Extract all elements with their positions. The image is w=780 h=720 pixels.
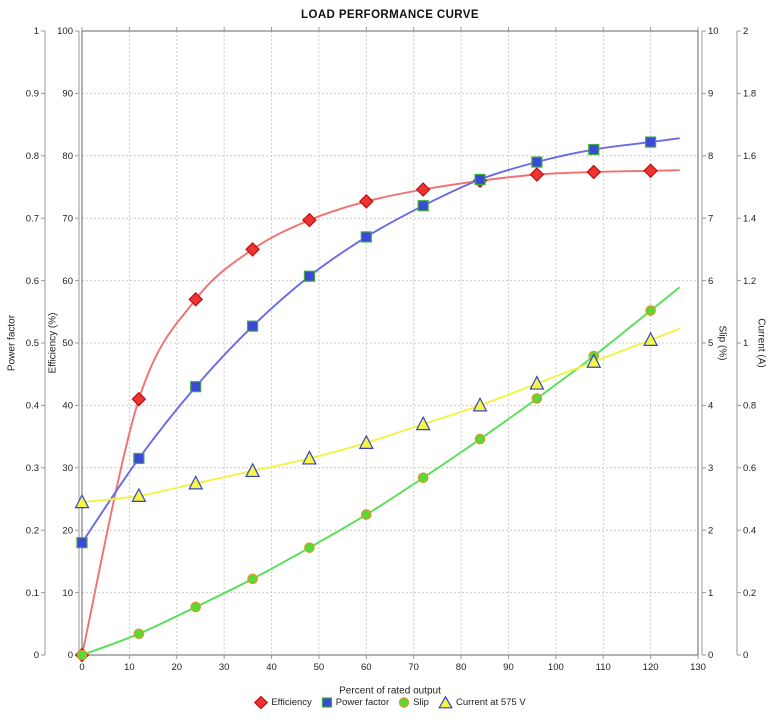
svg-text:20: 20 <box>171 662 182 673</box>
svg-text:1.8: 1.8 <box>743 89 756 100</box>
svg-text:2: 2 <box>743 26 748 37</box>
current-axis-title: Current (A) <box>755 318 767 368</box>
svg-text:0: 0 <box>708 650 713 661</box>
svg-text:8: 8 <box>708 151 713 162</box>
legend-label-slip: Slip <box>413 696 429 708</box>
svg-text:10: 10 <box>708 26 719 37</box>
svg-text:100: 100 <box>57 26 73 37</box>
svg-text:0.2: 0.2 <box>743 588 756 599</box>
svg-text:60: 60 <box>62 276 73 287</box>
svg-text:80: 80 <box>62 151 73 162</box>
svg-text:110: 110 <box>596 662 611 673</box>
legend-label-current: Current at 575 V <box>455 696 526 708</box>
svg-text:1: 1 <box>743 338 748 349</box>
x-axis-title: Percent of rated output <box>339 685 441 697</box>
svg-text:0: 0 <box>68 650 73 661</box>
plot-border <box>81 30 699 656</box>
legend-item-efficiency: Efficiency <box>254 695 312 709</box>
svg-text:0: 0 <box>34 650 39 661</box>
series-current-at-575-v <box>74 328 680 509</box>
svg-text:50: 50 <box>314 662 325 673</box>
svg-text:6: 6 <box>708 276 713 287</box>
svg-text:90: 90 <box>62 89 73 100</box>
gridlines <box>82 31 698 655</box>
triangle-marker-icon <box>438 695 453 708</box>
svg-text:0.7: 0.7 <box>26 213 39 224</box>
svg-text:0.4: 0.4 <box>743 525 756 536</box>
power-factor-axis: 0 0.1 0.2 0.3 0.4 0.5 0.6 0.7 0.8 0.9 1 <box>26 26 46 661</box>
legend-label-efficiency: Efficiency <box>271 696 312 708</box>
svg-text:40: 40 <box>62 401 73 412</box>
svg-text:0.6: 0.6 <box>26 276 39 287</box>
legend-item-slip: Slip <box>398 696 429 709</box>
chart-title: LOAD PERFORMANCE CURVE <box>301 9 479 21</box>
svg-text:4: 4 <box>708 401 713 412</box>
svg-text:0.4: 0.4 <box>26 401 39 412</box>
svg-text:0.1: 0.1 <box>26 588 39 599</box>
svg-text:0: 0 <box>743 650 748 661</box>
svg-text:10: 10 <box>124 662 135 673</box>
square-marker-icon <box>321 696 332 708</box>
legend-item-power-factor: Power factor <box>321 696 389 709</box>
svg-text:1.2: 1.2 <box>743 276 756 287</box>
svg-text:1.4: 1.4 <box>743 213 756 224</box>
svg-text:30: 30 <box>62 463 73 474</box>
svg-text:7: 7 <box>708 213 713 224</box>
slip-axis-title: Slip (%) <box>716 325 728 361</box>
svg-text:0.8: 0.8 <box>743 401 756 412</box>
slip-axis: 0 1 2 3 4 5 6 7 8 9 10 <box>701 26 719 661</box>
svg-text:70: 70 <box>62 213 73 224</box>
legend-item-current: Current at 575 V <box>438 695 526 709</box>
legend-label-power-factor: Power factor <box>335 696 390 708</box>
svg-text:0: 0 <box>79 662 84 673</box>
efficiency-axis: 0 10 20 30 40 50 60 70 80 90 100 <box>57 26 80 661</box>
svg-text:120: 120 <box>643 662 659 673</box>
svg-text:0.5: 0.5 <box>26 338 39 349</box>
svg-text:2: 2 <box>708 525 713 536</box>
svg-text:5: 5 <box>708 338 713 349</box>
svg-text:30: 30 <box>219 662 230 673</box>
series-power-factor <box>76 136 680 549</box>
svg-text:0.9: 0.9 <box>26 89 39 100</box>
svg-text:3: 3 <box>708 463 713 474</box>
efficiency-axis-title: Efficiency (%) <box>47 312 59 374</box>
svg-text:10: 10 <box>62 588 73 599</box>
svg-text:60: 60 <box>361 662 372 673</box>
circle-marker-icon <box>398 696 410 708</box>
svg-text:1: 1 <box>34 26 39 37</box>
svg-text:20: 20 <box>62 525 73 536</box>
current-axis: 0 0.2 0.4 0.6 0.8 1 1.2 1.4 1.6 1.8 2 <box>736 26 756 661</box>
svg-text:70: 70 <box>408 662 419 673</box>
diamond-marker-icon <box>254 695 269 709</box>
svg-text:0.8: 0.8 <box>26 151 39 162</box>
power-factor-axis-title: Power factor <box>6 314 18 372</box>
svg-text:40: 40 <box>266 662 277 673</box>
svg-text:1: 1 <box>708 588 713 599</box>
svg-text:0.3: 0.3 <box>26 463 39 474</box>
svg-text:80: 80 <box>456 662 467 673</box>
svg-text:50: 50 <box>62 338 73 349</box>
svg-text:130: 130 <box>690 662 706 673</box>
svg-text:1.6: 1.6 <box>743 151 756 162</box>
svg-text:9: 9 <box>708 89 713 100</box>
svg-text:100: 100 <box>548 662 564 673</box>
svg-text:0.6: 0.6 <box>743 463 756 474</box>
svg-text:90: 90 <box>503 662 514 673</box>
svg-text:0.2: 0.2 <box>26 525 39 536</box>
chart-legend: Efficiency Power factor Slip Current at … <box>0 694 780 710</box>
